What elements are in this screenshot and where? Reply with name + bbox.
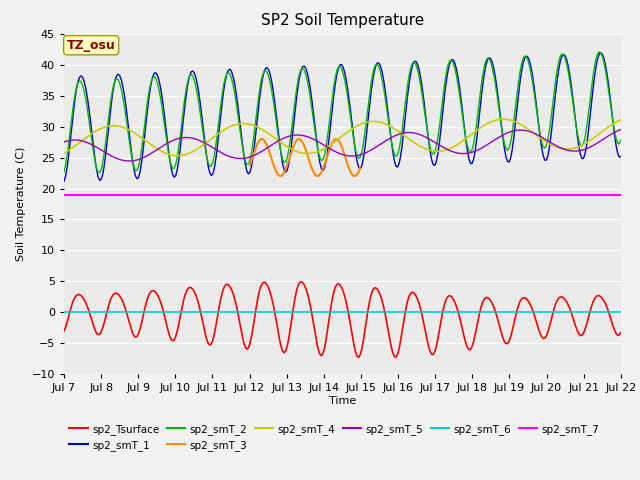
- sp2_smT_2: [305, 87, 313, 93]
- sp2_smT_5: [617, 127, 625, 132]
- sp2_smT_6: [617, 310, 625, 315]
- sp2_smT_3: [303, 152, 311, 158]
- sp2_Tsurface: [617, 330, 625, 336]
- sp2_smT_1: [596, 50, 604, 56]
- sp2_smT_1: [226, 67, 234, 72]
- sp2_Tsurface: [305, 297, 313, 302]
- Line: sp2_smT_1: sp2_smT_1: [64, 53, 621, 181]
- sp2_smT_6: [60, 310, 68, 315]
- sp2_smT_5: [588, 144, 595, 149]
- sp2_smT_6: [254, 310, 262, 315]
- sp2_smT_2: [246, 157, 254, 163]
- sp2_smT_1: [244, 171, 252, 177]
- sp2_smT_4: [617, 117, 625, 122]
- sp2_smT_1: [586, 116, 594, 122]
- sp2_smT_2: [228, 75, 236, 81]
- sp2_smT_4: [589, 136, 596, 142]
- sp2_smT_2: [96, 170, 104, 176]
- sp2_smT_6: [586, 310, 594, 315]
- X-axis label: Time: Time: [329, 396, 356, 406]
- sp2_smT_4: [499, 116, 507, 122]
- sp2_smT_4: [246, 121, 254, 127]
- sp2_smT_4: [60, 150, 68, 156]
- sp2_smT_4: [255, 125, 263, 131]
- sp2_smT_5: [228, 154, 236, 160]
- sp2_smT_1: [303, 71, 311, 77]
- sp2_Tsurface: [298, 279, 305, 285]
- sp2_smT_4: [173, 153, 181, 158]
- sp2_smT_2: [60, 169, 68, 175]
- sp2_Tsurface: [129, 329, 136, 335]
- sp2_smT_7: [244, 192, 252, 198]
- sp2_smT_2: [595, 49, 603, 55]
- sp2_smT_7: [129, 192, 136, 198]
- sp2_smT_1: [617, 154, 625, 159]
- sp2_smT_5: [246, 154, 254, 160]
- sp2_Tsurface: [226, 284, 234, 289]
- Line: sp2_smT_5: sp2_smT_5: [64, 130, 621, 161]
- sp2_smT_1: [254, 110, 262, 116]
- sp2_smT_1: [60, 179, 68, 184]
- sp2_smT_2: [617, 138, 625, 144]
- sp2_smT_7: [60, 192, 68, 198]
- sp2_smT_5: [305, 134, 313, 140]
- sp2_smT_6: [226, 310, 234, 315]
- Title: SP2 Soil Temperature: SP2 Soil Temperature: [260, 13, 424, 28]
- sp2_smT_6: [303, 310, 311, 315]
- sp2_Tsurface: [589, 300, 596, 305]
- sp2_smT_7: [254, 192, 262, 198]
- sp2_smT_2: [588, 86, 595, 92]
- Line: sp2_smT_3: sp2_smT_3: [250, 139, 360, 176]
- sp2_smT_5: [60, 139, 68, 145]
- sp2_smT_7: [226, 192, 234, 198]
- sp2_smT_1: [129, 156, 136, 161]
- sp2_smT_4: [129, 129, 136, 134]
- sp2_smT_3: [254, 140, 262, 146]
- sp2_smT_7: [617, 192, 625, 198]
- sp2_Tsurface: [244, 345, 252, 350]
- sp2_Tsurface: [60, 328, 68, 334]
- sp2_smT_5: [125, 158, 133, 164]
- Line: sp2_smT_2: sp2_smT_2: [64, 52, 621, 173]
- sp2_smT_7: [586, 192, 594, 198]
- Text: TZ_osu: TZ_osu: [67, 39, 116, 52]
- Line: sp2_Tsurface: sp2_Tsurface: [64, 282, 621, 357]
- sp2_smT_6: [244, 310, 252, 315]
- sp2_smT_6: [129, 310, 136, 315]
- sp2_Tsurface: [254, 295, 262, 300]
- Legend: sp2_Tsurface, sp2_smT_1, sp2_smT_2, sp2_smT_3, sp2_smT_4, sp2_smT_5, sp2_smT_6, : sp2_Tsurface, sp2_smT_1, sp2_smT_2, sp2_…: [69, 424, 599, 451]
- Y-axis label: Soil Temperature (C): Soil Temperature (C): [16, 147, 26, 261]
- Line: sp2_smT_4: sp2_smT_4: [64, 119, 621, 156]
- sp2_smT_5: [130, 158, 138, 164]
- sp2_smT_4: [228, 123, 236, 129]
- sp2_smT_2: [130, 164, 138, 169]
- sp2_smT_2: [255, 88, 263, 94]
- sp2_smT_5: [255, 150, 263, 156]
- sp2_Tsurface: [355, 354, 362, 360]
- sp2_smT_7: [303, 192, 311, 198]
- sp2_smT_4: [305, 151, 313, 156]
